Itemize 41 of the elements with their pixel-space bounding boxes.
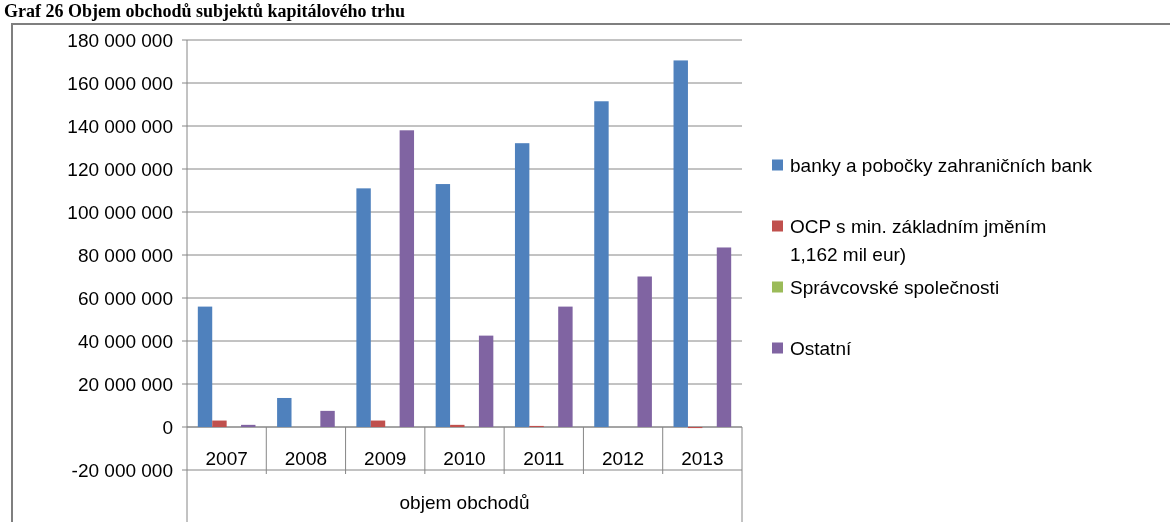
bar [320,410,335,427]
y-tick-label: 100 000 000 [67,201,173,223]
legend-label: Ostatní [790,337,852,359]
y-tick-label: 160 000 000 [67,72,173,94]
y-tick-label: 20 000 000 [77,373,173,395]
bar [197,306,213,427]
x-axis-title: objem obchodů [399,491,530,513]
bar [673,60,688,427]
bar [594,101,609,427]
x-tick-label: 2010 [443,448,486,470]
y-tick-label: 0 [162,416,173,438]
chart-title: Graf 26 Objem obchodů subjektů kapitálového trhu [4,1,406,21]
bar [558,306,573,427]
x-tick-label: 2007 [205,448,248,470]
bar [356,188,371,427]
legend-label: OCP s min. základním jměním 1,162 mil eur) [790,215,1047,265]
y-tick-label: 40 000 000 [77,330,173,352]
bar [241,424,256,427]
y-tick-label: 180 000 000 [67,29,173,51]
bar [637,276,652,427]
bar [212,420,227,427]
x-tick-label: 2008 [284,448,328,470]
legend-label: banky a pobočky zahraničních bank [790,154,1093,176]
y-tick-label: 120 000 000 [67,158,173,180]
y-tick-label: 80 000 000 [77,244,173,266]
x-tick-label: 2013 [681,448,724,470]
bar [478,335,494,427]
x-tick-label: 2011 [523,448,565,470]
bar [716,247,732,427]
y-tick-label: 60 000 000 [77,287,173,309]
bar [450,424,465,427]
bar [514,143,530,427]
bar [399,130,415,427]
x-tick-label: 2009 [364,448,407,470]
bar [435,184,451,427]
bar [370,420,386,427]
x-tick-label: 2012 [601,448,645,470]
y-tick-label: 140 000 000 [67,115,173,137]
legend-label: Správcovské společnosti [790,276,1000,298]
bar [277,397,292,427]
y-tick-label: -20 000 000 [71,459,173,481]
